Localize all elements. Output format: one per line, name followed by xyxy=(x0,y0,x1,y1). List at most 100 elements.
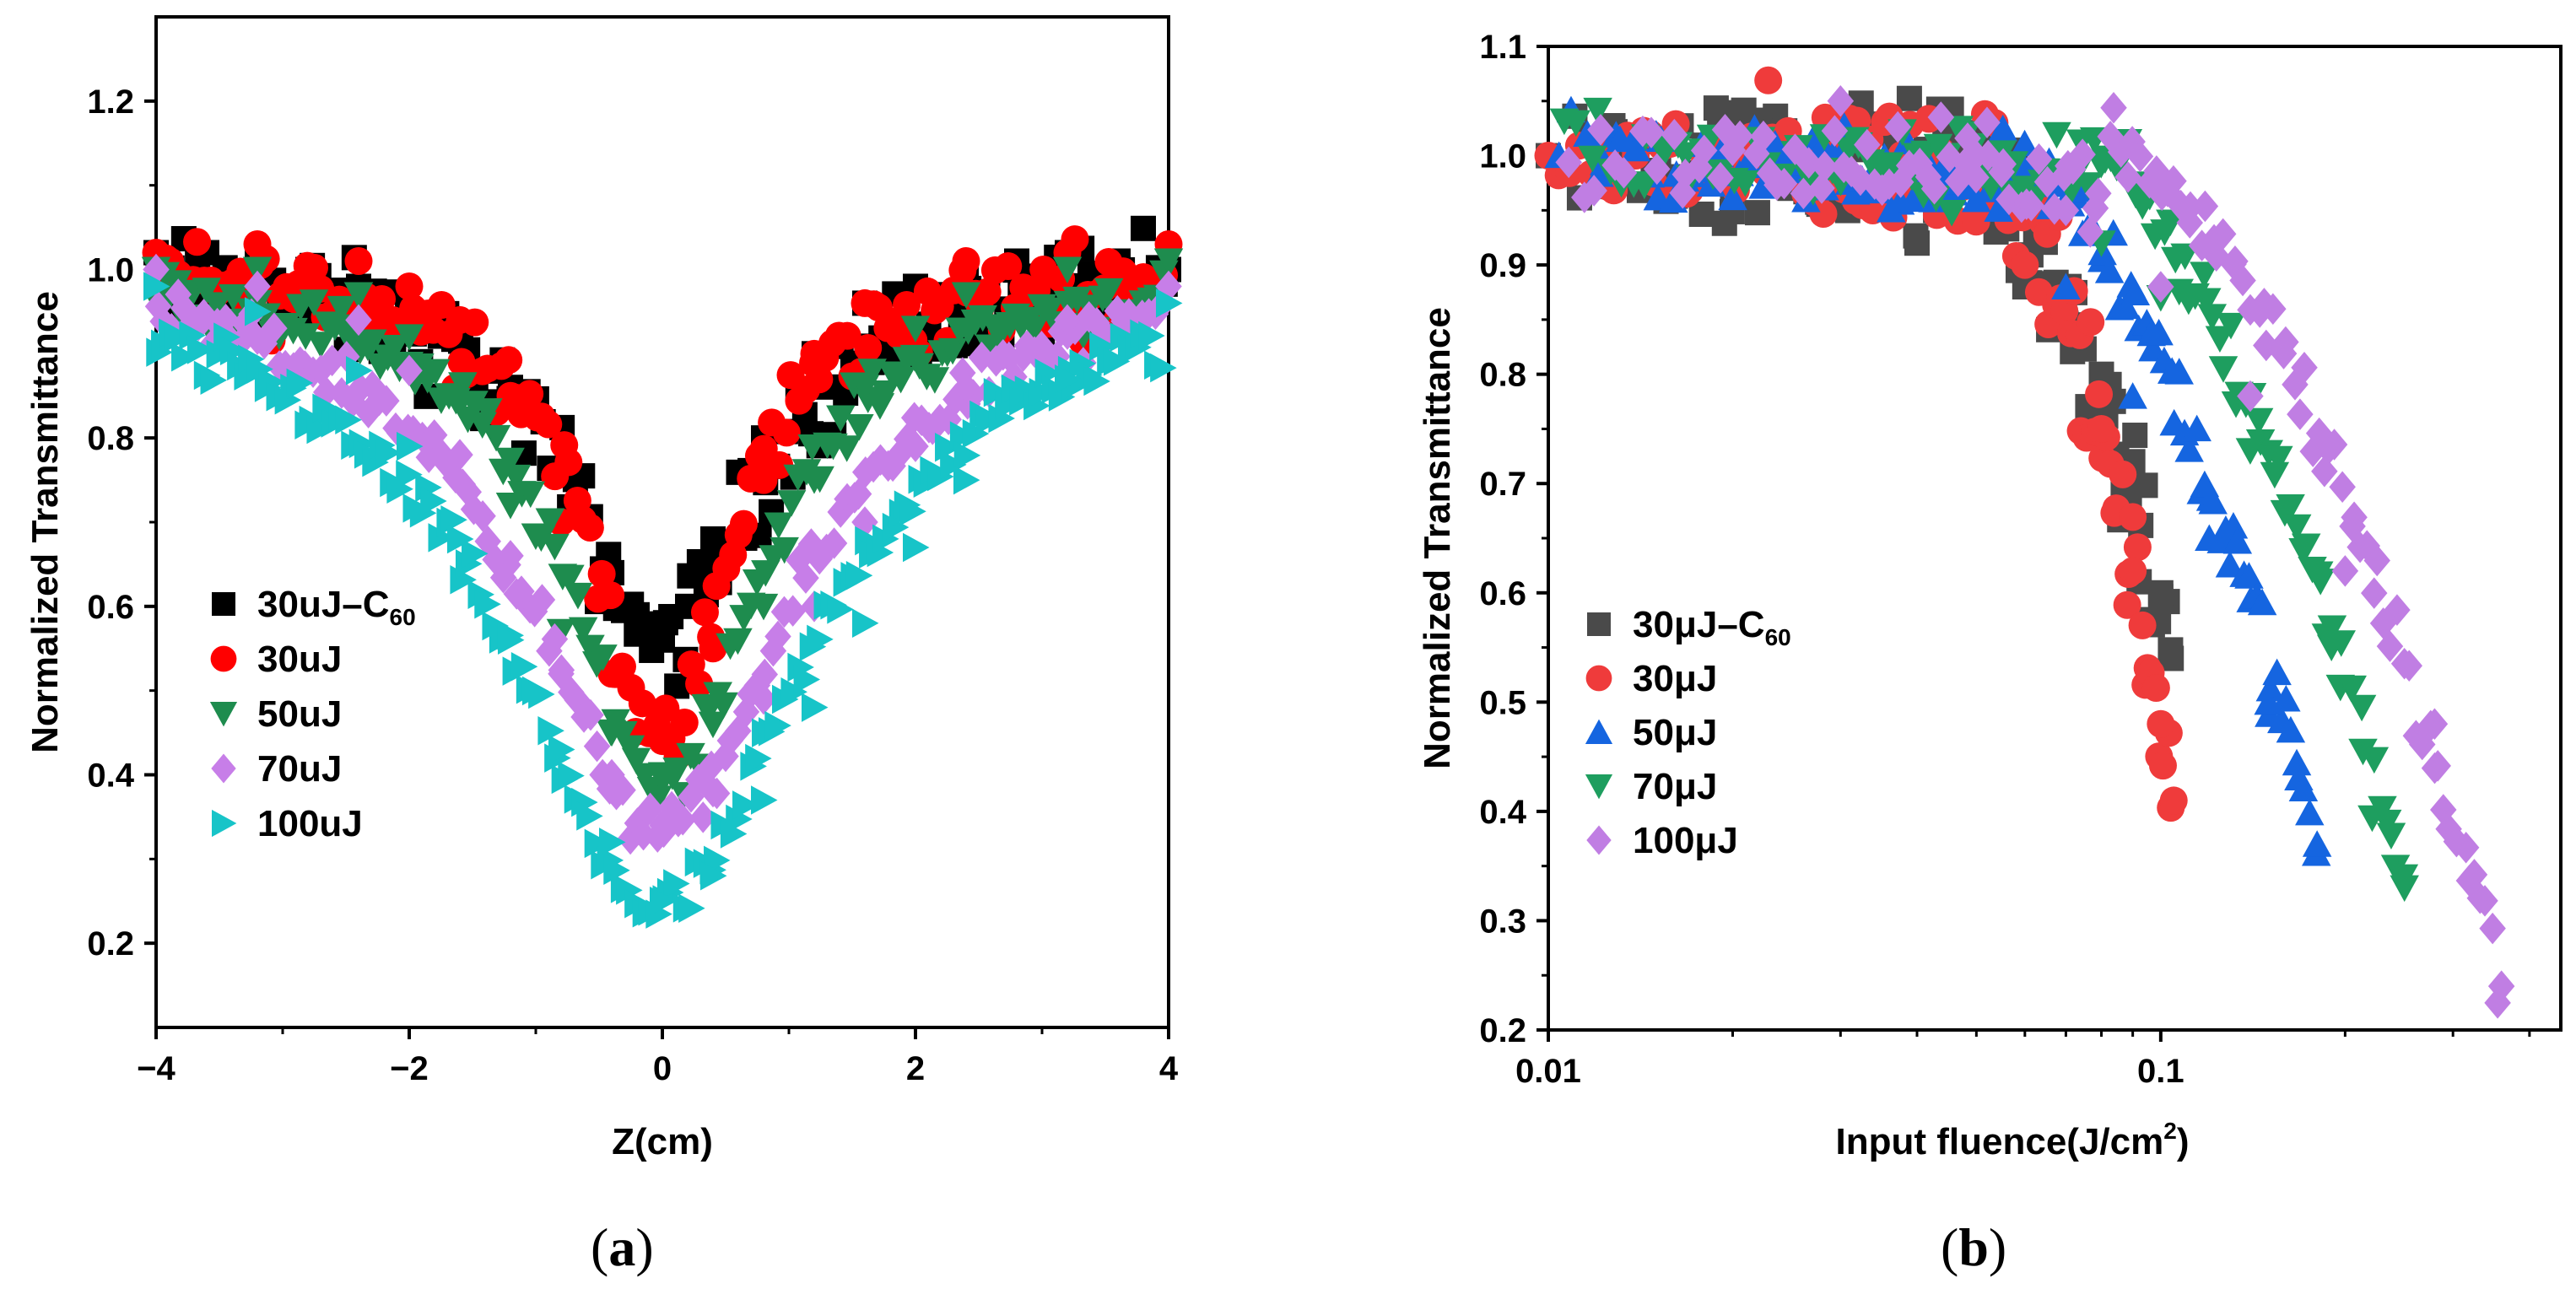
data-point xyxy=(548,657,575,690)
data-point xyxy=(242,256,273,283)
data-point xyxy=(2109,460,2137,488)
data-point xyxy=(327,295,357,323)
data-point xyxy=(420,359,451,386)
legend-marker xyxy=(1585,774,1613,800)
data-point xyxy=(496,381,525,410)
data-point xyxy=(650,627,675,653)
data-point xyxy=(1054,304,1081,337)
data-point xyxy=(462,539,489,569)
data-point xyxy=(2487,970,2515,1002)
data-point xyxy=(1156,288,1183,318)
data-point xyxy=(1718,183,1747,211)
data-point xyxy=(826,405,856,433)
data-point xyxy=(1138,321,1165,351)
data-point xyxy=(2276,494,2305,521)
data-point xyxy=(953,440,981,471)
data-point xyxy=(2113,590,2141,619)
panel-a-ticks: −4 −2 0 2 4 0.2 0.4 0.6 0.8 1.0 1.2 xyxy=(87,84,1178,1087)
data-point xyxy=(1587,113,1614,146)
data-point xyxy=(396,460,423,489)
data-point xyxy=(2195,524,2224,551)
data-point xyxy=(1769,141,1799,168)
data-point xyxy=(243,230,272,259)
data-point xyxy=(994,252,1023,281)
data-point xyxy=(951,282,981,309)
y-tick-label: 0.2 xyxy=(87,925,134,962)
series-100μJ xyxy=(1555,85,2515,1019)
x-tick-label: 2 xyxy=(906,1050,925,1087)
data-point xyxy=(845,477,872,510)
data-point xyxy=(940,450,967,480)
panel-a: −4 −2 0 2 4 0.2 0.4 0.6 0.8 1.0 1.2 30uJ–C60 30uJ 50… xyxy=(24,15,1184,1277)
data-point xyxy=(427,290,456,319)
data-point xyxy=(577,698,604,731)
data-point xyxy=(1974,106,2001,138)
panel-b-x-axis-title-sup: 2 xyxy=(2163,1118,2177,1144)
data-point xyxy=(2229,264,2256,297)
data-point xyxy=(1580,175,1607,207)
data-point xyxy=(2198,488,2228,515)
data-point xyxy=(751,785,778,815)
data-point xyxy=(1750,120,1777,153)
data-point xyxy=(2287,398,2314,430)
data-point xyxy=(1055,364,1082,394)
data-point xyxy=(2190,261,2219,288)
x-tick-label: 0.1 xyxy=(2137,1053,2184,1090)
data-point xyxy=(261,312,288,345)
data-point xyxy=(690,598,719,627)
data-point xyxy=(833,321,861,350)
data-point xyxy=(1034,297,1064,325)
data-point xyxy=(1573,120,1602,148)
data-point xyxy=(395,272,424,300)
data-point xyxy=(2147,271,2174,303)
data-point xyxy=(820,527,848,559)
data-point xyxy=(745,743,772,774)
data-point xyxy=(1062,286,1092,314)
data-point xyxy=(1610,157,1638,189)
data-point xyxy=(628,689,656,718)
data-point xyxy=(886,366,915,394)
legend-label: 100μJ xyxy=(1633,820,1738,861)
data-point xyxy=(1963,161,1990,194)
data-point xyxy=(1014,375,1042,405)
data-point xyxy=(548,735,575,764)
data-point xyxy=(699,775,726,808)
data-point xyxy=(779,595,807,627)
data-point xyxy=(689,801,716,833)
data-point xyxy=(893,290,921,319)
data-point xyxy=(1838,155,1865,188)
data-point xyxy=(2255,674,2286,702)
data-point xyxy=(563,582,593,610)
data-point xyxy=(396,354,423,387)
data-point xyxy=(1094,278,1124,305)
x-tick-label: −2 xyxy=(390,1050,429,1087)
data-point xyxy=(576,801,603,831)
data-point xyxy=(776,490,807,517)
data-point xyxy=(700,861,727,891)
legend-label-text: 30uJ xyxy=(257,639,342,680)
legend-marker xyxy=(1586,825,1612,855)
panel-b-caption: (b) xyxy=(1941,1217,2006,1277)
data-point xyxy=(599,828,626,857)
panel-a-y-axis-title: Normalized Transmittance xyxy=(24,291,66,753)
data-point xyxy=(534,410,563,439)
data-point xyxy=(1963,139,1990,172)
y-tick-label: 1.0 xyxy=(87,252,134,289)
data-point xyxy=(2395,650,2422,682)
data-point xyxy=(2471,885,2498,917)
panel-b-x-axis-title-main: Input fluence(J/cm xyxy=(1836,1121,2164,1162)
data-point xyxy=(603,855,630,885)
y-tick-label: 0.8 xyxy=(1479,357,1526,394)
legend-label-text: 30uJ–C xyxy=(257,584,390,625)
data-point xyxy=(597,720,627,747)
y-tick-label: 0.7 xyxy=(1479,466,1526,503)
data-point xyxy=(1561,110,1590,137)
x-tick-label: −4 xyxy=(137,1050,176,1087)
data-point xyxy=(650,887,677,916)
data-point xyxy=(937,337,968,365)
data-point xyxy=(2119,503,2147,531)
data-point xyxy=(851,288,879,317)
data-point xyxy=(750,682,777,715)
data-point xyxy=(2094,256,2125,283)
panel-b-caption-letter: b xyxy=(1958,1217,1989,1277)
